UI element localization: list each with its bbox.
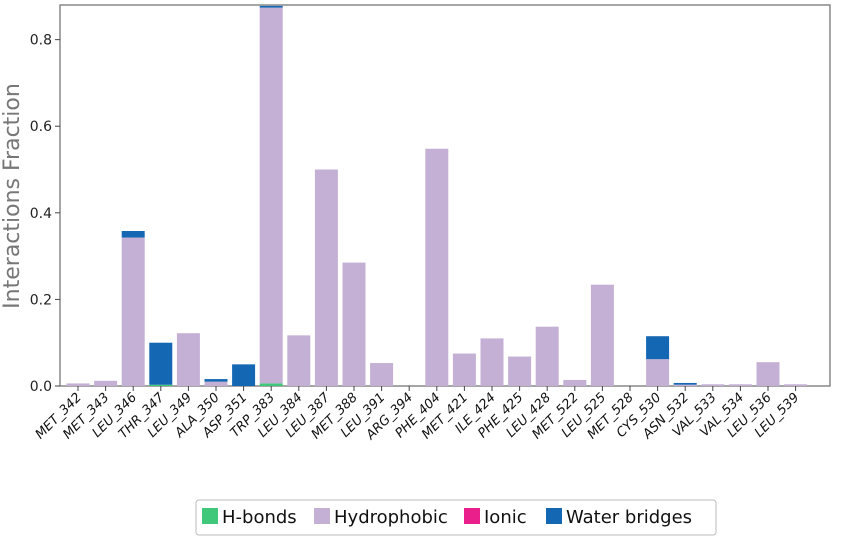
- legend: H-bonds Hydrophobic Ionic Water bridges: [195, 499, 717, 536]
- bar-leu-349-hydrophobic: [176, 333, 200, 386]
- bar-thr-347-h-bonds: [149, 384, 173, 386]
- bar-leu-387-hydrophobic: [314, 169, 338, 386]
- bar-met-343-hydrophobic: [94, 380, 118, 386]
- bar-asn-532-hydrophobic: [673, 384, 697, 386]
- legend-swatch-water-bridges: [546, 508, 562, 524]
- bar-phe-425-hydrophobic: [508, 356, 532, 386]
- bar-thr-347-water-bridges: [149, 342, 173, 385]
- bar-leu-428-hydrophobic: [535, 326, 559, 386]
- bar-ala-350-water-bridges: [204, 379, 228, 382]
- legend-swatch-h-bonds: [202, 508, 218, 524]
- legend-label-h-bonds: H-bonds: [222, 507, 297, 528]
- bar-trp-383-water-bridges: [259, 5, 283, 8]
- y-tick-label: 0.6: [30, 119, 52, 135]
- legend-label-ionic: Ionic: [484, 507, 527, 528]
- bars-group: [66, 5, 808, 386]
- legend-label-water-bridges: Water bridges: [566, 507, 692, 528]
- bar-trp-383-hydrophobic: [259, 7, 283, 384]
- y-tick-label: 0.8: [30, 33, 52, 49]
- bar-cys-530-hydrophobic: [646, 359, 670, 386]
- y-tick-label: 0.4: [30, 206, 52, 222]
- bar-met-388-hydrophobic: [342, 262, 366, 386]
- bar-leu-536-hydrophobic: [756, 362, 780, 386]
- bar-asp-351-water-bridges: [232, 364, 256, 386]
- y-tick-label: 0.0: [30, 379, 52, 395]
- legend-label-hydrophobic: Hydrophobic: [334, 507, 448, 528]
- legend-swatch-hydrophobic: [314, 508, 330, 524]
- bar-cys-530-water-bridges: [646, 336, 670, 360]
- bar-leu-539-hydrophobic: [784, 384, 808, 386]
- bar-leu-384-hydrophobic: [287, 335, 311, 386]
- bar-leu-346-water-bridges: [121, 231, 145, 238]
- y-axis-title: Interactions Fraction: [0, 83, 25, 309]
- bar-val-533-hydrophobic: [701, 384, 725, 386]
- y-axis: 0.0 0.2 0.4 0.6 0.8: [30, 33, 60, 395]
- bar-phe-404-hydrophobic: [425, 148, 449, 386]
- bar-ala-350-hydrophobic: [204, 381, 228, 386]
- bar-asn-532-water-bridges: [673, 382, 697, 385]
- bar-val-534-hydrophobic: [728, 384, 752, 386]
- bar-met-522-hydrophobic: [563, 379, 587, 386]
- bar-leu-346-hydrophobic: [121, 237, 145, 386]
- bar-met-421-hydrophobic: [452, 353, 476, 386]
- bar-trp-383-h-bonds: [259, 383, 283, 386]
- bar-leu-525-hydrophobic: [590, 284, 614, 386]
- bar-met-342-hydrophobic: [66, 383, 90, 386]
- bar-ile-424-hydrophobic: [480, 338, 504, 386]
- legend-swatch-ionic: [464, 508, 480, 524]
- y-tick-label: 0.2: [30, 292, 52, 308]
- bar-leu-391-hydrophobic: [370, 363, 394, 386]
- x-axis: MET_342MET_343LEU_346THR_347LEU_349ALA_3…: [33, 386, 802, 443]
